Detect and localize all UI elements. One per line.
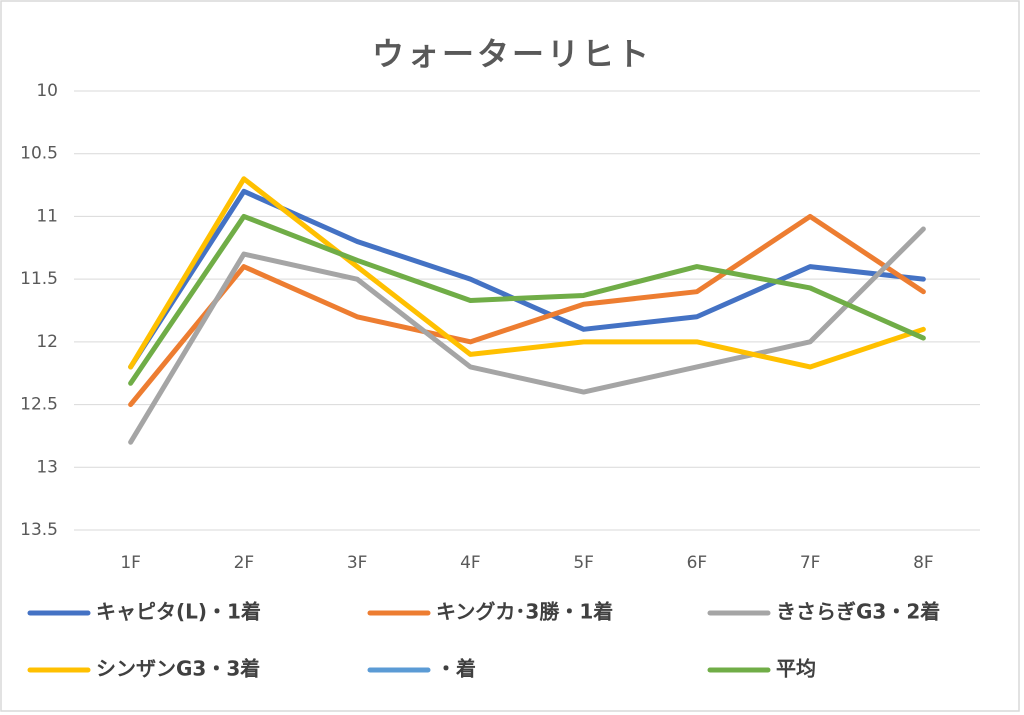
series-line <box>128 176 926 370</box>
x-tick-label: 1F <box>120 553 141 573</box>
x-tick-label: 7F <box>800 553 821 573</box>
x-tick-label: 5F <box>573 553 594 573</box>
y-tick-label: 12.5 <box>20 395 58 415</box>
x-tick-label: 3F <box>347 553 368 573</box>
legend-label: キングカ･3勝・1着 <box>436 600 613 624</box>
series-line <box>128 213 926 408</box>
series-line <box>128 226 926 445</box>
series-line <box>128 188 926 370</box>
y-tick-label: 11.5 <box>20 269 58 289</box>
x-tick-label: 2F <box>234 553 255 573</box>
legend-label: ・着 <box>436 657 476 681</box>
series-line <box>128 213 926 386</box>
legend-label: 平均 <box>776 657 816 681</box>
y-tick-label: 11 <box>36 206 58 226</box>
y-tick-label: 12 <box>36 332 58 352</box>
y-tick-label: 13 <box>36 457 58 477</box>
legend-label: キャピタ(L)・1着 <box>96 600 261 624</box>
x-tick-label: 4F <box>460 553 481 573</box>
legend-label: シンザンG3・3着 <box>96 657 260 681</box>
y-tick-label: 10 <box>36 81 58 101</box>
chart-title: ウォーターリヒト <box>372 35 652 73</box>
legend-label: きさらぎG3・2着 <box>776 600 940 624</box>
y-tick-label: 10.5 <box>20 144 58 164</box>
y-tick-label: 13.5 <box>20 520 58 540</box>
x-tick-label: 6F <box>687 553 708 573</box>
x-tick-label: 8F <box>913 553 934 573</box>
